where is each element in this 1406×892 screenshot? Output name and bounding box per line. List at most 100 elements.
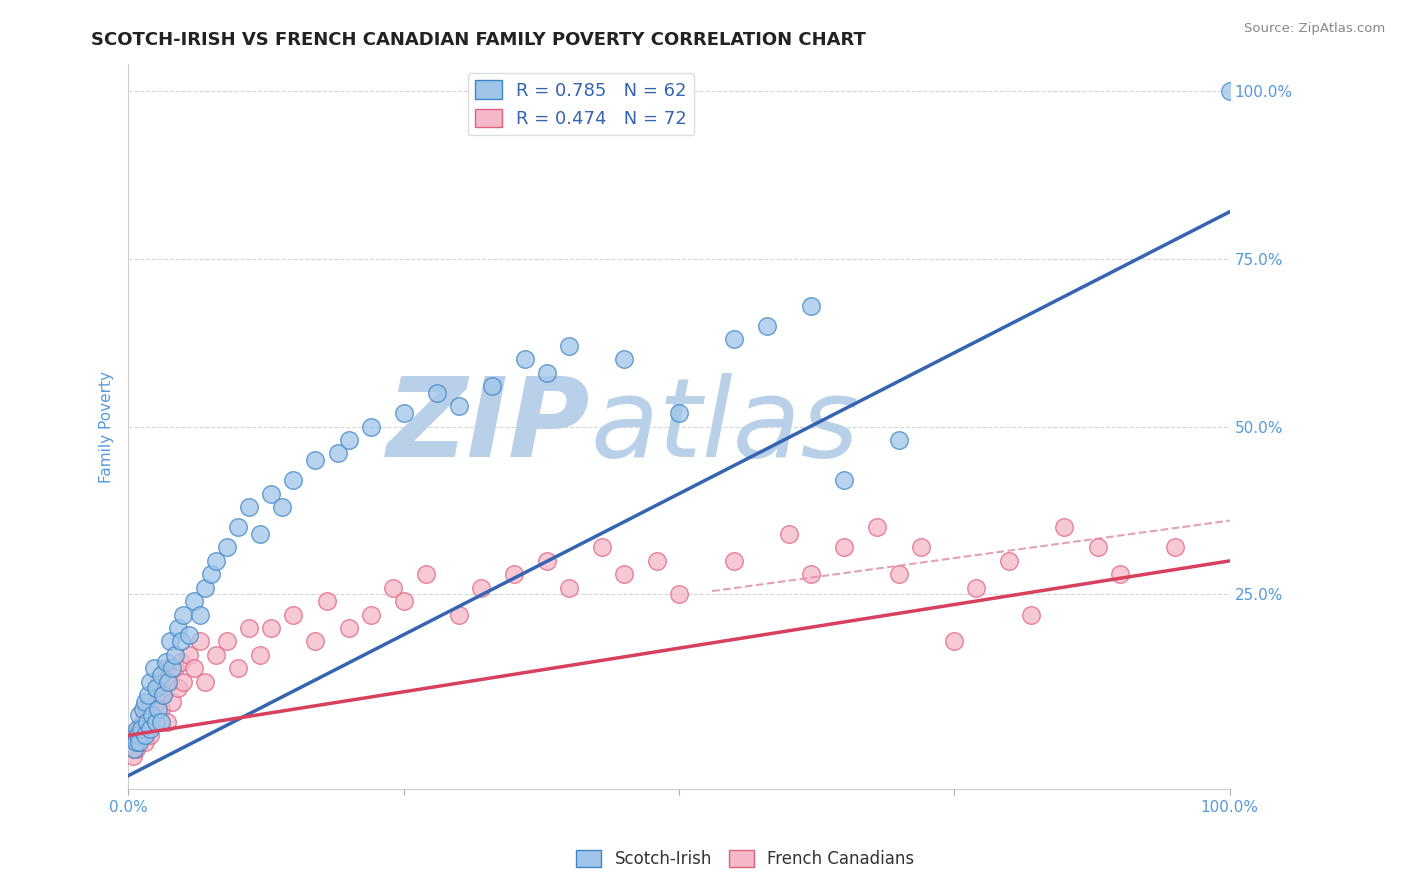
Point bbox=[249, 527, 271, 541]
Point bbox=[800, 299, 823, 313]
Point bbox=[128, 735, 150, 749]
Point bbox=[122, 742, 145, 756]
Text: Source: ZipAtlas.com: Source: ZipAtlas.com bbox=[1244, 22, 1385, 36]
Point bbox=[145, 708, 167, 723]
Point bbox=[162, 661, 184, 675]
Point bbox=[177, 628, 200, 642]
Point bbox=[131, 728, 153, 742]
Point bbox=[148, 674, 170, 689]
Point bbox=[183, 661, 205, 675]
Point bbox=[260, 621, 283, 635]
Point bbox=[128, 708, 150, 723]
Point bbox=[613, 567, 636, 582]
Point bbox=[668, 587, 690, 601]
Point bbox=[141, 714, 163, 729]
Point bbox=[125, 735, 148, 749]
Point bbox=[800, 567, 823, 582]
Point bbox=[128, 722, 150, 736]
Point bbox=[188, 634, 211, 648]
Point bbox=[304, 453, 326, 467]
Legend: R = 0.785   N = 62, R = 0.474   N = 72: R = 0.785 N = 62, R = 0.474 N = 72 bbox=[468, 73, 695, 136]
Point bbox=[447, 400, 470, 414]
Point bbox=[131, 714, 153, 729]
Point bbox=[163, 661, 186, 675]
Point bbox=[142, 661, 165, 675]
Point bbox=[965, 581, 987, 595]
Point bbox=[723, 332, 745, 346]
Point bbox=[238, 621, 260, 635]
Point bbox=[381, 581, 404, 595]
Point bbox=[139, 728, 162, 742]
Point bbox=[228, 520, 250, 534]
Point bbox=[1021, 607, 1043, 622]
Text: atlas: atlas bbox=[591, 373, 859, 480]
Point bbox=[238, 500, 260, 515]
Point bbox=[155, 661, 177, 675]
Point bbox=[122, 742, 145, 756]
Point bbox=[591, 541, 613, 555]
Point bbox=[217, 541, 239, 555]
Point bbox=[315, 594, 337, 608]
Point bbox=[943, 634, 966, 648]
Point bbox=[668, 406, 690, 420]
Point bbox=[910, 541, 932, 555]
Point bbox=[832, 541, 855, 555]
Point bbox=[188, 607, 211, 622]
Point bbox=[194, 674, 217, 689]
Point bbox=[125, 742, 148, 756]
Point bbox=[166, 621, 188, 635]
Point bbox=[183, 594, 205, 608]
Point bbox=[145, 681, 167, 696]
Point bbox=[139, 674, 162, 689]
Point bbox=[124, 735, 146, 749]
Point bbox=[1087, 541, 1109, 555]
Point bbox=[337, 621, 360, 635]
Point bbox=[159, 634, 181, 648]
Point bbox=[128, 735, 150, 749]
Point bbox=[205, 648, 228, 662]
Point bbox=[260, 487, 283, 501]
Point bbox=[134, 695, 156, 709]
Point bbox=[337, 433, 360, 447]
Point bbox=[1219, 84, 1241, 98]
Point bbox=[121, 748, 143, 763]
Point bbox=[415, 567, 437, 582]
Point bbox=[536, 366, 558, 380]
Point bbox=[177, 648, 200, 662]
Point bbox=[756, 318, 779, 333]
Point bbox=[136, 714, 159, 729]
Point bbox=[889, 567, 911, 582]
Point bbox=[326, 446, 349, 460]
Point bbox=[513, 352, 536, 367]
Point bbox=[134, 728, 156, 742]
Point bbox=[139, 695, 162, 709]
Point bbox=[136, 688, 159, 702]
Point bbox=[447, 607, 470, 622]
Point bbox=[778, 527, 800, 541]
Point bbox=[131, 722, 153, 736]
Text: ZIP: ZIP bbox=[388, 373, 591, 480]
Point bbox=[150, 701, 173, 715]
Point bbox=[217, 634, 239, 648]
Point bbox=[392, 406, 415, 420]
Point bbox=[1108, 567, 1130, 582]
Point bbox=[166, 681, 188, 696]
Point bbox=[170, 634, 193, 648]
Point bbox=[156, 714, 179, 729]
Point bbox=[889, 433, 911, 447]
Point bbox=[502, 567, 524, 582]
Point bbox=[205, 554, 228, 568]
Point bbox=[1163, 541, 1185, 555]
Point bbox=[155, 655, 177, 669]
Point bbox=[134, 708, 156, 723]
Point bbox=[194, 581, 217, 595]
Point bbox=[426, 386, 449, 401]
Point bbox=[536, 554, 558, 568]
Point bbox=[143, 701, 166, 715]
Point bbox=[998, 554, 1021, 568]
Point bbox=[139, 722, 162, 736]
Point bbox=[360, 419, 382, 434]
Point bbox=[134, 735, 156, 749]
Text: SCOTCH-IRISH VS FRENCH CANADIAN FAMILY POVERTY CORRELATION CHART: SCOTCH-IRISH VS FRENCH CANADIAN FAMILY P… bbox=[91, 31, 866, 49]
Point bbox=[1053, 520, 1076, 534]
